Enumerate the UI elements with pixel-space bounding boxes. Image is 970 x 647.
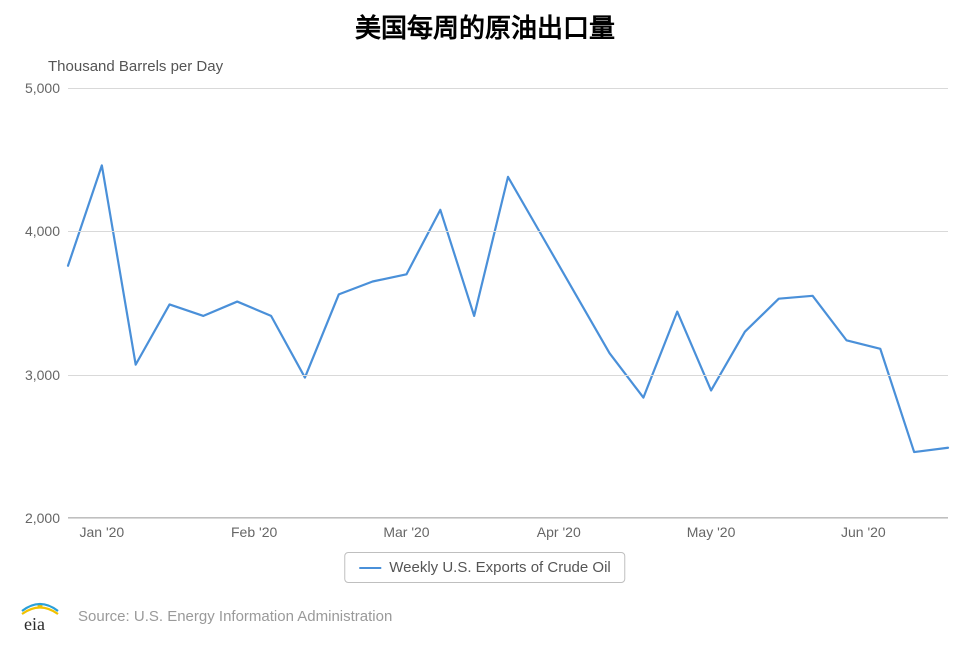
eia-logo: eia (16, 599, 64, 633)
footer: eia Source: U.S. Energy Information Admi… (16, 599, 392, 633)
source-text: Source: U.S. Energy Information Administ… (78, 608, 392, 625)
x-tick-label: Apr '20 (537, 524, 581, 540)
y-axis-unit-label: Thousand Barrels per Day (48, 58, 223, 75)
gridline (68, 88, 948, 89)
gridline (68, 231, 948, 232)
gridline (68, 375, 948, 376)
y-tick-label: 4,000 (25, 223, 60, 239)
y-tick-label: 5,000 (25, 80, 60, 96)
line-series-svg (68, 88, 948, 518)
x-tick-label: Jan '20 (79, 524, 124, 540)
chart-title: 美国每周的原油出口量 (0, 0, 970, 45)
chart-plot-area: 2,0003,0004,0005,000Jan '20Feb '20Mar '2… (68, 88, 948, 518)
line-series (68, 165, 948, 452)
x-tick-label: Feb '20 (231, 524, 277, 540)
x-tick-label: Jun '20 (841, 524, 886, 540)
gridline (68, 518, 948, 519)
y-tick-label: 2,000 (25, 510, 60, 526)
svg-text:eia: eia (24, 614, 45, 633)
x-tick-label: May '20 (687, 524, 736, 540)
y-tick-label: 3,000 (25, 367, 60, 383)
legend-label: Weekly U.S. Exports of Crude Oil (389, 559, 610, 576)
legend: Weekly U.S. Exports of Crude Oil (344, 552, 625, 583)
x-tick-label: Mar '20 (383, 524, 429, 540)
legend-swatch (359, 567, 381, 569)
